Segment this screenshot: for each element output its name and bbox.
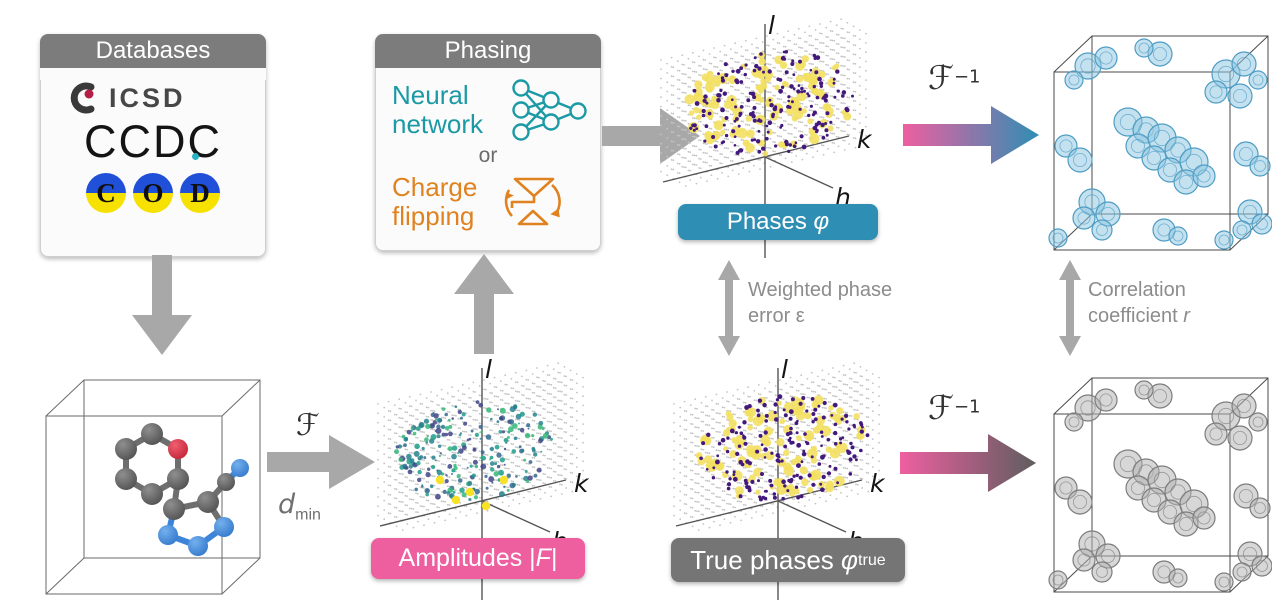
molecule-unit-cell bbox=[45, 379, 261, 595]
charge-flipping-label: Charge flipping bbox=[392, 171, 478, 231]
databases-header: Databases bbox=[40, 34, 266, 68]
density-map-predicted bbox=[1048, 35, 1272, 251]
amplitudes-reciprocal-plot: l k h bbox=[377, 355, 590, 600]
icsd-label: ICSD bbox=[109, 82, 186, 113]
cod-circle-d: D bbox=[180, 173, 220, 214]
databases-body: ICSD CCDC C O D bbox=[40, 80, 266, 257]
neural-network-row: Neural network bbox=[376, 68, 600, 142]
inverse-fourier-symbol-top: ℱ−1 bbox=[928, 58, 981, 97]
correlation-coefficient-label: Correlation coefficient r bbox=[1088, 279, 1190, 328]
arrow-databases-to-structure bbox=[132, 255, 192, 355]
cod-circle-c: C bbox=[86, 173, 126, 214]
dmin-label: dmin bbox=[278, 489, 321, 524]
phasing-body: Neural network or bbox=[375, 68, 601, 251]
true-phases-pill: True phases φ true bbox=[671, 538, 905, 582]
arrow-fourier bbox=[267, 435, 375, 489]
axis-l-label: l bbox=[781, 355, 788, 384]
arrow-phasing-to-phases bbox=[602, 108, 700, 164]
true-phases-reciprocal-plot: l k h bbox=[673, 355, 886, 600]
phasing-title: Phasing bbox=[444, 37, 532, 64]
neural-network-label: Neural network bbox=[392, 79, 484, 139]
fourier-symbol: ℱ bbox=[296, 408, 320, 443]
phases-pill: Phases φ bbox=[678, 204, 878, 240]
arrow-phase-error bbox=[718, 260, 740, 356]
weighted-phase-error-label: Weighted phase error ε bbox=[748, 279, 893, 328]
cod-logo: C O D bbox=[41, 173, 265, 214]
inverse-fourier-symbol-bottom: ℱ−1 bbox=[928, 388, 981, 427]
charge-flipping-row: Charge flipping bbox=[376, 170, 600, 232]
neural-network-icon bbox=[512, 79, 587, 141]
databases-title: Databases bbox=[95, 37, 211, 64]
charge-flipping-icon bbox=[504, 177, 561, 226]
arrow-amplitudes-to-phasing bbox=[454, 254, 514, 354]
cod-circle-o: O bbox=[133, 173, 173, 214]
axis-k-label: k bbox=[870, 469, 886, 498]
phases-reciprocal-plot: l k h bbox=[660, 11, 873, 258]
arrow-correlation bbox=[1059, 260, 1081, 356]
axis-l-label: l bbox=[768, 11, 775, 40]
amplitudes-pill: Amplitudes | F | bbox=[371, 538, 585, 579]
ccdc-logo: CCDC bbox=[41, 118, 265, 165]
axis-k-label: k bbox=[574, 469, 590, 498]
phasing-box: Phasing Neural network bbox=[375, 34, 601, 251]
icsd-logo-icon bbox=[70, 82, 95, 114]
or-label: or bbox=[478, 144, 498, 167]
databases-box: Databases ICSD CCDC C O D bbox=[40, 34, 266, 257]
axis-l-label: l bbox=[485, 355, 492, 384]
arrow-inverse-fourier-top bbox=[903, 106, 1039, 164]
ccdc-label: CCDC bbox=[84, 116, 222, 167]
phasing-header: Phasing bbox=[375, 34, 601, 68]
density-map-true bbox=[1048, 377, 1272, 593]
axis-k-label: k bbox=[857, 125, 873, 154]
arrow-inverse-fourier-bottom bbox=[900, 434, 1036, 492]
ccdc-dot-icon bbox=[192, 153, 199, 161]
icsd-logo: ICSD bbox=[67, 80, 265, 116]
